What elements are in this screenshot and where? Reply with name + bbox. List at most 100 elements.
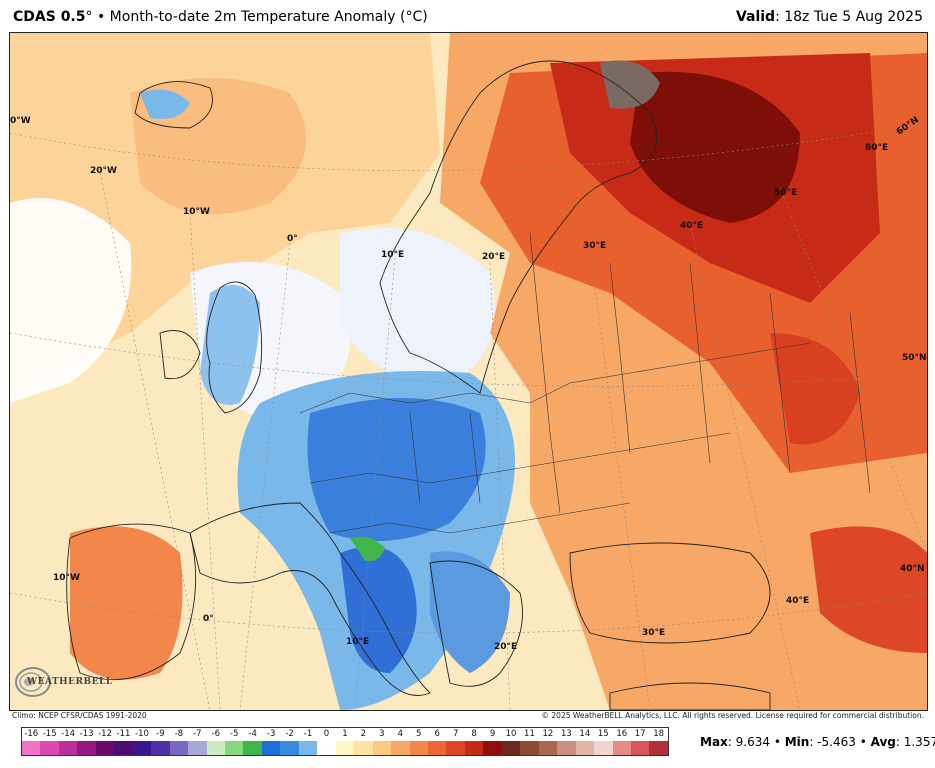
border-line-8 xyxy=(849,312,871,494)
legend-swatch xyxy=(58,741,78,755)
legend-swatch xyxy=(557,741,576,755)
great-britain-coast xyxy=(206,281,263,414)
graticule-lat-40 xyxy=(10,592,927,634)
coastlines xyxy=(66,60,771,710)
legend-swatch xyxy=(372,741,392,755)
legend-swatch xyxy=(354,741,373,755)
product-close: ) xyxy=(422,9,428,25)
caucasus-warm-core xyxy=(810,526,927,653)
legend-swatch xyxy=(594,741,613,755)
legend-swatch xyxy=(224,741,244,755)
iberia-coast xyxy=(66,523,197,681)
legend-swatch xyxy=(538,741,558,755)
lon-label: 30°E xyxy=(642,628,665,638)
graticule-lon-50e xyxy=(779,187,927,554)
lon-label: 50°E xyxy=(774,188,797,198)
graticule xyxy=(10,122,927,710)
neutral-patch-scandinavia xyxy=(340,228,495,383)
lon-label: 60°E xyxy=(865,143,888,153)
volga-warm-core xyxy=(770,333,860,445)
lon-label: 40°E xyxy=(680,221,703,231)
legend-swatch xyxy=(612,741,631,755)
border-line-10 xyxy=(469,412,481,504)
britain-cool-region xyxy=(200,285,260,405)
turkey-coast xyxy=(609,682,771,710)
legend-label: 8 xyxy=(471,729,477,739)
legend-swatch xyxy=(409,741,428,755)
legend-swatch xyxy=(169,741,189,755)
border-line-7 xyxy=(769,292,791,474)
lon-label: 20°E xyxy=(482,252,505,262)
balkans-coast xyxy=(429,560,523,687)
valid-label: Valid xyxy=(735,9,776,25)
legend-swatch xyxy=(317,741,336,755)
italy-cold-region xyxy=(340,546,417,673)
legend-label: 14 xyxy=(579,729,591,739)
legend-label: 9 xyxy=(489,729,496,739)
border-line-4 xyxy=(529,232,561,514)
legend-label: 17 xyxy=(634,729,646,739)
legend-swatch xyxy=(391,741,410,755)
legend-swatch xyxy=(649,741,668,755)
product-name: Month-to-date 2m Temperature Anomaly ( xyxy=(109,9,406,25)
legend-label: -1 xyxy=(303,729,313,739)
iberia-warm-region xyxy=(70,526,183,680)
border-line-5 xyxy=(609,262,631,454)
iceland-coast xyxy=(134,81,213,129)
lon-label: 30°E xyxy=(583,241,606,251)
weatherbell-swirl-icon xyxy=(15,667,51,697)
legend-label: 12 xyxy=(542,729,554,739)
country-borders xyxy=(299,232,871,534)
legend-swatch xyxy=(261,741,281,755)
iceland-cool-patch xyxy=(140,89,190,119)
lon-label: 0° xyxy=(203,614,214,624)
legend-swatch xyxy=(464,741,484,755)
legend-swatch xyxy=(280,741,299,755)
legend-label: -13 xyxy=(79,729,94,739)
legend-swatch xyxy=(243,741,262,755)
stats-sep: • xyxy=(855,735,871,749)
legend-label: 16 xyxy=(616,729,628,739)
legend-label: 4 xyxy=(397,729,403,739)
legend-label: 10 xyxy=(505,729,517,739)
legend-label: -15 xyxy=(42,729,57,739)
legend-label: -10 xyxy=(135,729,149,739)
lon-label: 20°E xyxy=(494,642,517,652)
max-value: : 9.634 xyxy=(727,735,770,749)
graticule-lat-60 xyxy=(10,122,927,171)
valid-value: : 18z Tue 5 Aug 2025 xyxy=(775,9,923,25)
legend-label: -9 xyxy=(156,729,165,739)
balkans-cool-region xyxy=(430,551,510,673)
lon-label: 10°W xyxy=(53,573,80,583)
legend-swatch xyxy=(132,741,152,755)
legend-swatch xyxy=(298,741,318,755)
legend-label: 6 xyxy=(434,729,440,739)
graticule-lon-0 xyxy=(239,242,291,710)
border-line-2 xyxy=(309,432,731,484)
climo-note: Climo: NCEP CFSR/CDAS 1991-2020 xyxy=(12,711,147,720)
legend-swatch xyxy=(575,741,595,755)
legend-label: 7 xyxy=(452,729,459,739)
color-legend: -16 -15 -14 -13 -12 -11 -10 -9 -8 -7 -6 -5 -4 -3 -2 -1 0… xyxy=(21,727,669,756)
legend-label: -8 xyxy=(174,729,184,739)
color-legend-labels: -16 -15 -14 -13 -12 -11 -10 -9 -8 -7 -6 -5 -4 -3 -2 -1 0… xyxy=(22,728,668,741)
legend-label: 0 xyxy=(323,729,330,739)
legend-swatch xyxy=(501,741,521,755)
legend-label: 18 xyxy=(653,729,665,739)
lon-label: 10°W xyxy=(183,207,210,217)
legend-label: -7 xyxy=(193,729,202,739)
title-degree: ° xyxy=(85,9,93,25)
product-unit: °C xyxy=(405,9,423,25)
header-bar: CDAS 0.5° • Month-to-date 2m Temperature… xyxy=(0,0,935,32)
avg-label: Avg xyxy=(870,735,896,749)
legend-swatch xyxy=(483,741,502,755)
legend-label: -5 xyxy=(229,729,239,739)
legend-label: -2 xyxy=(285,729,294,739)
border-line-1 xyxy=(299,342,811,414)
russia-peak-region xyxy=(630,71,800,223)
legend-label: 13 xyxy=(560,729,572,739)
ireland-coast xyxy=(159,330,201,380)
legend-label: -12 xyxy=(98,729,112,739)
legend-swatch xyxy=(427,741,447,755)
legend-swatch xyxy=(446,741,465,755)
